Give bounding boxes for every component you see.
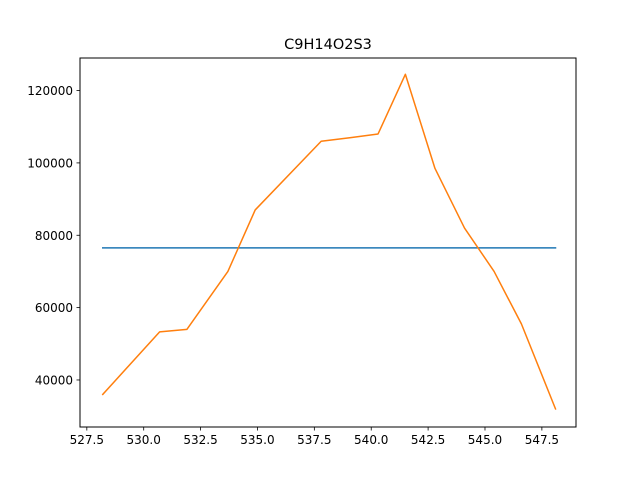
x-axis: 527.5 530.0 532.5 535.0 537.5 540.0 542.5 545.0… <box>70 427 559 447</box>
x-tick-label: 530.0 <box>127 433 161 447</box>
x-tick-label: 537.5 <box>297 433 331 447</box>
y-tick-label: 120000 <box>27 84 73 98</box>
y-tick-label: 60000 <box>35 301 73 315</box>
x-tick-label: 527.5 <box>70 433 104 447</box>
x-tick-label: 542.5 <box>411 433 445 447</box>
x-tick-label: 540.0 <box>354 433 388 447</box>
y-tick-label: 100000 <box>27 156 73 170</box>
y-tick-label: 40000 <box>35 373 73 387</box>
series-line-2 <box>101 73 557 410</box>
x-tick-label: 545.0 <box>468 433 502 447</box>
chart-title: C9H14O2S3 <box>284 37 372 53</box>
series-layer <box>101 73 557 410</box>
x-tick-label: 547.5 <box>525 433 559 447</box>
x-tick-label: 532.5 <box>183 433 217 447</box>
plot-frame <box>79 57 577 428</box>
y-axis: 40000 60000 80000 100000 120000 <box>27 84 80 387</box>
x-tick-label: 535.0 <box>240 433 274 447</box>
y-tick-label: 80000 <box>35 229 73 243</box>
